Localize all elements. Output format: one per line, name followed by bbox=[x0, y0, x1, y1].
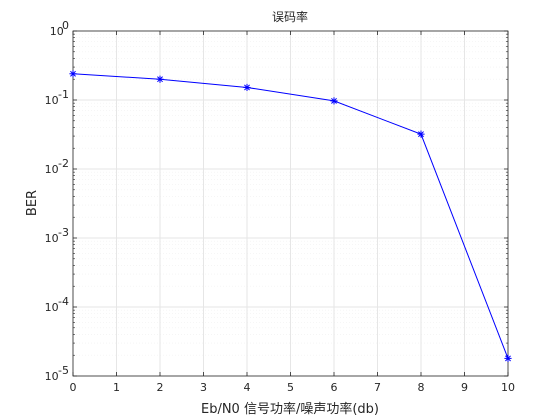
y-tick-base: 10 bbox=[45, 301, 59, 314]
data-point-marker bbox=[504, 354, 512, 362]
x-tick-label: 0 bbox=[70, 381, 77, 394]
y-tick-label: -310 bbox=[45, 226, 69, 245]
x-tick-label: 3 bbox=[200, 381, 207, 394]
y-tick-label: -110 bbox=[45, 88, 69, 107]
marker-stroke bbox=[70, 70, 76, 77]
data-point-marker bbox=[69, 70, 77, 78]
x-tick-label: 4 bbox=[244, 381, 251, 394]
x-tick-label: 6 bbox=[331, 381, 338, 394]
x-tick-label: 7 bbox=[374, 381, 381, 394]
data-point-marker bbox=[330, 97, 338, 105]
y-axis-label: BER bbox=[25, 190, 40, 216]
y-tick-exponent: -2 bbox=[58, 157, 69, 170]
marker-stroke bbox=[418, 131, 424, 138]
x-tick-label: 8 bbox=[418, 381, 425, 394]
y-tick-label: -210 bbox=[45, 157, 69, 176]
marker-stroke bbox=[331, 97, 337, 104]
chart-title: 误码率 bbox=[272, 9, 308, 24]
y-tick-exponent: -1 bbox=[58, 88, 69, 101]
x-axis-label: Eb/N0 信号功率/噪声功率(db) bbox=[201, 401, 379, 417]
x-tick-label: 9 bbox=[461, 381, 468, 394]
y-tick-exponent: -5 bbox=[58, 364, 69, 377]
marker-stroke bbox=[244, 84, 250, 91]
y-tick-base: 10 bbox=[45, 163, 59, 176]
y-tick-exponent: 0 bbox=[62, 19, 69, 32]
grid-layer bbox=[72, 30, 509, 377]
y-tick-label: 010 bbox=[50, 19, 69, 38]
marker-stroke bbox=[505, 355, 511, 362]
y-tick-base: 10 bbox=[50, 25, 64, 38]
y-tick-label: -410 bbox=[45, 295, 69, 314]
axes-layer bbox=[72, 30, 509, 377]
y-tick-exponent: -3 bbox=[58, 226, 69, 239]
data-point-marker bbox=[156, 75, 164, 83]
x-tick-label: 10 bbox=[501, 381, 515, 394]
y-tick-base: 10 bbox=[45, 232, 59, 245]
marker-stroke bbox=[157, 76, 163, 83]
y-tick-label: -510 bbox=[45, 364, 69, 383]
y-tick-base: 10 bbox=[45, 370, 59, 383]
series-line bbox=[72, 73, 509, 359]
x-tick-label: 5 bbox=[287, 381, 294, 394]
data-point-marker bbox=[417, 130, 425, 138]
y-tick-exponent: -4 bbox=[58, 295, 69, 308]
series-layer bbox=[69, 70, 512, 362]
x-tick-label: 1 bbox=[113, 381, 120, 394]
data-point-marker bbox=[243, 83, 251, 92]
x-tick-label: 2 bbox=[157, 381, 164, 394]
y-tick-base: 10 bbox=[45, 94, 59, 107]
